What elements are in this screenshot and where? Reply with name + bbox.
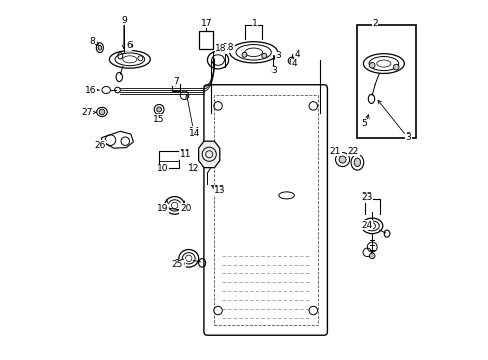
Text: 6: 6 (125, 41, 131, 50)
Ellipse shape (368, 253, 374, 259)
Text: 25: 25 (171, 260, 183, 269)
Ellipse shape (98, 45, 102, 50)
Bar (199, 31, 213, 49)
Text: 16: 16 (84, 86, 96, 95)
Text: 12: 12 (189, 165, 201, 174)
Text: 20: 20 (180, 204, 191, 213)
FancyBboxPatch shape (203, 85, 327, 335)
Text: 8: 8 (89, 37, 95, 46)
Text: 3: 3 (405, 133, 410, 142)
Ellipse shape (242, 52, 246, 57)
Ellipse shape (368, 63, 374, 68)
Bar (213, 95, 317, 325)
Text: 10: 10 (157, 164, 168, 173)
Text: 18: 18 (223, 43, 234, 52)
Text: 26: 26 (94, 141, 105, 150)
Text: 12: 12 (187, 164, 199, 173)
Text: 11: 11 (179, 150, 191, 159)
Text: 7: 7 (172, 77, 178, 86)
Text: 9: 9 (121, 16, 126, 25)
Ellipse shape (392, 64, 398, 70)
Text: 3: 3 (270, 66, 276, 75)
Text: 14: 14 (189, 127, 201, 136)
Text: 17: 17 (201, 18, 212, 27)
Text: 13: 13 (214, 185, 225, 194)
Ellipse shape (353, 158, 360, 167)
Text: 8: 8 (89, 36, 95, 45)
Ellipse shape (261, 53, 266, 58)
Text: 16: 16 (84, 86, 96, 95)
Text: 19: 19 (157, 204, 168, 213)
Text: 3: 3 (405, 132, 410, 141)
Text: 15: 15 (153, 115, 164, 124)
Text: 23: 23 (361, 193, 372, 202)
Text: 10: 10 (155, 165, 166, 174)
Text: 17: 17 (200, 18, 212, 27)
Text: 22: 22 (347, 147, 358, 156)
Text: 5: 5 (361, 119, 366, 128)
Text: 6: 6 (127, 41, 132, 50)
Text: 4: 4 (294, 50, 299, 59)
Text: 9: 9 (121, 16, 126, 25)
Text: 13: 13 (214, 186, 225, 195)
Ellipse shape (99, 109, 104, 115)
Text: 1: 1 (252, 18, 258, 27)
Ellipse shape (338, 156, 346, 163)
Text: 20: 20 (180, 204, 192, 213)
Bar (357, 25, 415, 138)
Text: 22: 22 (347, 147, 359, 156)
Bar (159, 152, 178, 168)
Text: 24: 24 (361, 221, 372, 230)
Text: 19: 19 (156, 204, 168, 213)
Text: 11: 11 (179, 149, 191, 158)
Text: 4: 4 (290, 59, 296, 68)
Text: 27: 27 (81, 108, 92, 117)
Text: 3: 3 (275, 51, 280, 60)
Text: 7: 7 (173, 76, 179, 85)
Text: 2: 2 (371, 18, 377, 27)
Polygon shape (198, 141, 219, 168)
Text: 5: 5 (360, 120, 366, 129)
Text: 14: 14 (188, 129, 200, 138)
Ellipse shape (156, 107, 161, 112)
Bar (171, 84, 179, 91)
Ellipse shape (289, 59, 293, 63)
Text: 26: 26 (94, 141, 105, 150)
Text: 23: 23 (361, 193, 372, 202)
Text: 24: 24 (361, 220, 372, 229)
Text: 18: 18 (215, 44, 226, 53)
Text: 2: 2 (371, 18, 377, 27)
Text: 27: 27 (81, 108, 92, 117)
Text: 21: 21 (329, 147, 341, 156)
Text: 21: 21 (329, 147, 341, 156)
Text: 15: 15 (153, 115, 164, 124)
Text: 25: 25 (174, 260, 185, 269)
